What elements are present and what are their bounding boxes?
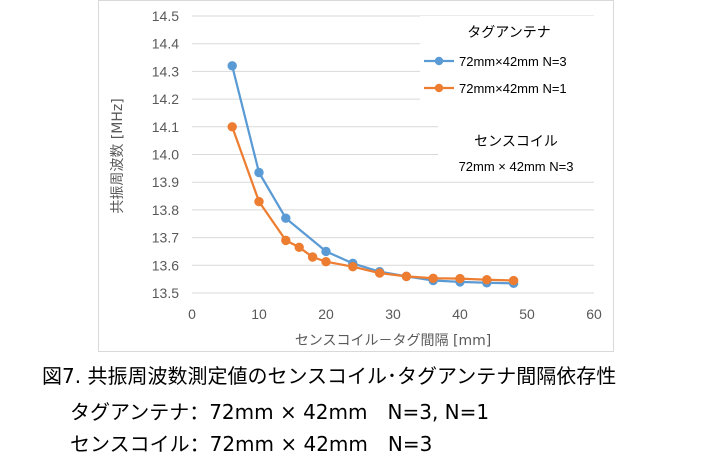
data-point-series-2 [428,273,438,284]
data-point-series-2 [348,261,358,272]
x-tick-label: 50 [519,306,535,322]
data-point-series-2 [482,275,492,285]
y-tick-label: 13.5 [152,285,179,301]
annotation-title: センスコイル [474,134,558,150]
y-tick-label: 14.5 [152,8,179,24]
x-tick-label: 40 [452,306,468,322]
x-tick-label: 30 [385,306,401,322]
legend-label-2: 72mm×42mm N=1 [459,81,567,96]
data-point-series-1 [254,167,264,178]
resonance-frequency-chart: 13.5 13.6 13.7 13.8 13.9 14.0 14.1 14.2 14.3 14.4… [110,8,602,349]
annotation-background [438,122,594,180]
legend-label-1: 72mm×42mm N=3 [459,54,567,69]
y-tick-label: 13.9 [152,174,179,190]
data-point-series-1 [321,246,331,257]
x-tick-label: 0 [188,306,196,322]
x-axis-title: センスコイル－タグ間隔 [mm] [295,333,491,349]
x-tick-label: 20 [318,306,334,322]
annotation-detail: 72mm × 42mm N=3 [459,159,574,174]
legend: タグアンテナ 72mm×42mm N=3 72mm×42mm N=1 [420,16,594,102]
y-tick-label: 13.8 [152,202,179,218]
y-tick-label: 13.6 [152,257,179,273]
annotation-box: センスコイル 72mm × 42mm N=3 [438,122,594,180]
legend-marker-2 [434,83,444,93]
data-point-series-2 [281,235,291,246]
data-point-series-2 [321,256,331,267]
data-point-series-2 [508,275,519,286]
series [227,61,519,289]
y-axis-title: 共振周波数 [MHz] [110,98,126,213]
x-tick-label: 60 [586,306,602,322]
data-point-series-2 [307,252,318,262]
y-tick-label: 14.3 [152,63,179,79]
data-point-series-1 [227,61,237,71]
data-point-series-2 [401,271,412,282]
caption-tag-antenna: タグアンテナ：72mm × 42mm N=3, N=1 [70,400,490,424]
data-point-series-2 [227,122,237,132]
caption-title: 図7. 共振周波数測定値のセンスコイル･タグアンテナ間隔依存性 [42,364,617,388]
y-tick-label: 14.1 [152,119,179,135]
axes: 13.5 13.6 13.7 13.8 13.9 14.0 14.1 14.2 14.3 14.4… [110,8,602,349]
y-tick-label: 14.2 [152,91,179,107]
y-tick-label: 14.0 [152,147,179,163]
caption-sense-coil: センスコイル：72mm × 42mm N=3 [70,432,433,456]
y-tick-label: 14.4 [152,36,179,52]
data-point-series-1 [281,213,291,223]
data-point-series-2 [254,196,264,207]
x-tick-label: 10 [251,306,267,322]
legend-title: タグアンテナ [467,25,550,41]
data-point-series-2 [294,242,304,252]
y-tick-label: 13.7 [152,230,179,246]
data-point-series-2 [374,268,385,278]
legend-marker-1 [434,56,444,66]
data-point-series-2 [455,273,465,284]
